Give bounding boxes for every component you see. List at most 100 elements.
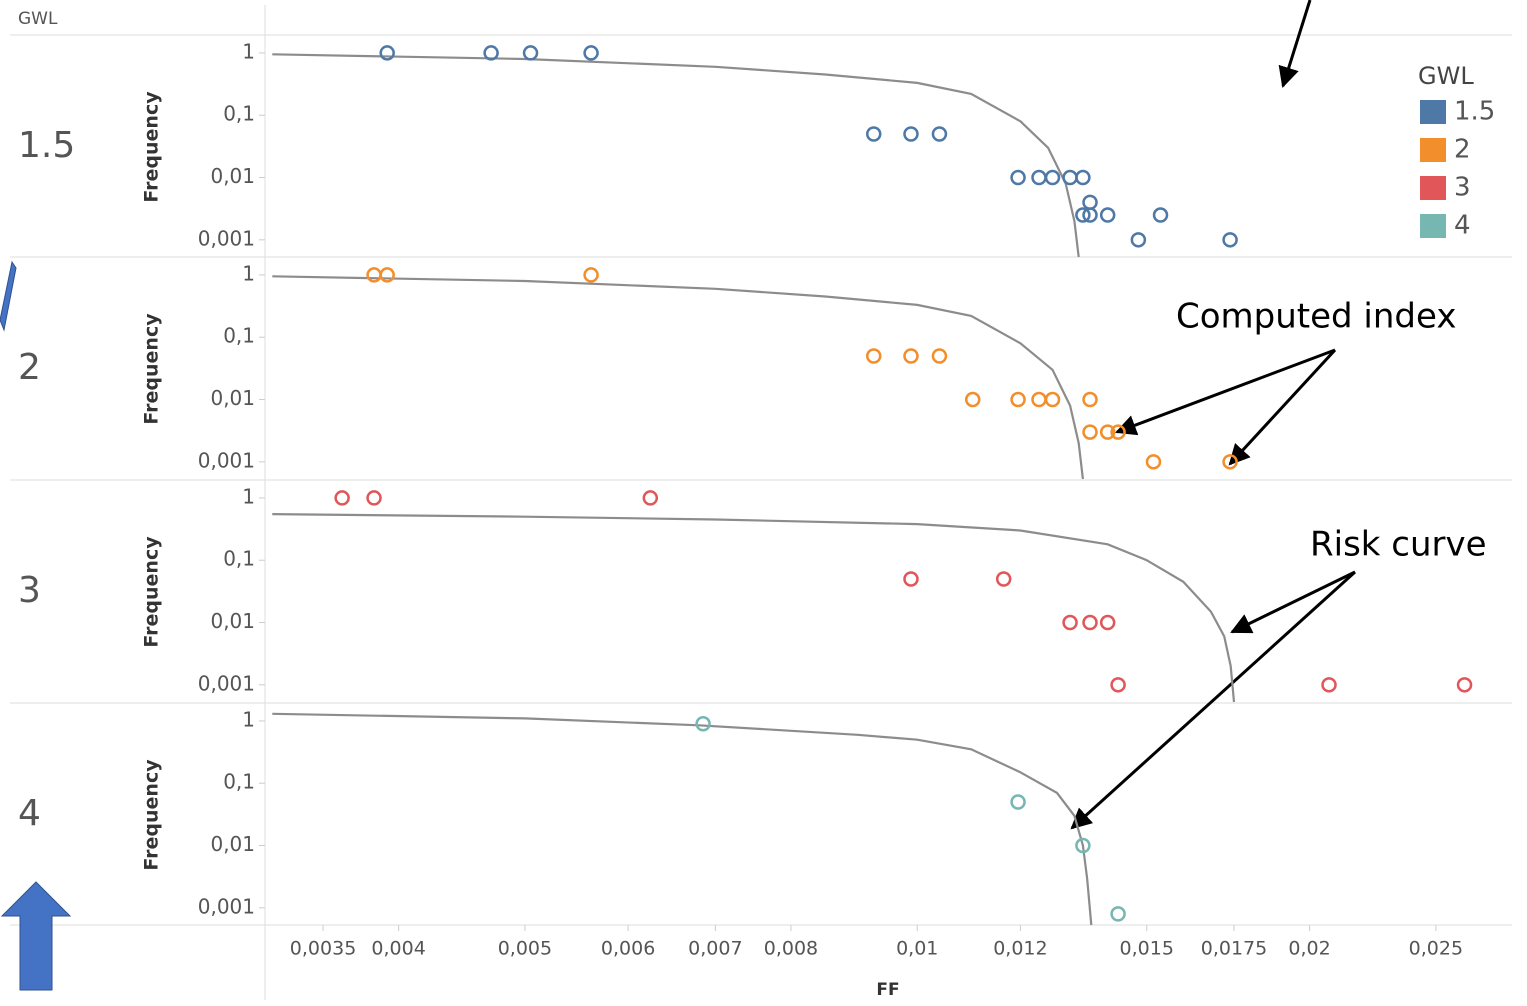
data-point [931,348,948,364]
data-point [865,126,882,142]
data-point [1031,169,1047,186]
y-tick-label: 0,001 [198,671,255,695]
risk-curve [272,53,1080,258]
legend-label: 4 [1454,211,1471,241]
data-point [1145,454,1162,470]
data-point [1082,614,1098,631]
data-point [1062,614,1078,631]
y-axis-label: Frequency [141,91,163,203]
y-tick-label: 0,1 [223,324,255,348]
facet-header: GWL [18,9,58,29]
x-tick-label: 0,007 [688,938,742,960]
data-point [995,571,1012,587]
data-point [334,490,350,506]
data-point [695,716,711,732]
data-point [1044,391,1061,408]
data-point [1110,424,1126,440]
legend-swatch [1420,214,1446,238]
data-point [1010,794,1026,810]
data-point [903,348,919,364]
legend-swatch [1420,176,1446,200]
y-tick-label: 0,01 [210,832,255,856]
y-tick-label: 1 [242,707,255,731]
annotation-arrows [1070,0,1357,830]
y-axis-label: Frequency [141,536,163,648]
x-tick-label: 0,015 [1120,938,1174,960]
y-tick-label: 0,01 [210,386,255,410]
x-tick-label: 0,006 [601,938,655,960]
data-point [903,571,919,587]
data-point [366,490,382,506]
x-tick-label: 0,01 [896,938,938,960]
data-point [1130,232,1147,248]
data-point [1075,169,1091,186]
y-tick-label: 1 [242,484,255,508]
x-tick-label: 0,025 [1409,938,1463,960]
y-tick-label: 0,001 [198,448,255,472]
legend-swatch [1420,138,1446,162]
y-tick-label: 1 [242,39,255,63]
data-point [642,490,659,506]
data-point [1222,232,1238,248]
y-tick-label: 0,01 [210,164,255,188]
x-tick-label: 0,0035 [290,938,356,960]
data-point [1099,614,1116,631]
x-axis-label: FF [876,980,899,1000]
facet-label: 1.5 [18,125,75,166]
data-point [903,126,919,142]
data-point [1082,391,1098,408]
data-point [1031,391,1047,408]
risk-curve [272,275,1084,480]
legend-swatch [1420,100,1446,124]
x-tick-label: 0,004 [371,938,425,960]
y-tick-label: 0,001 [198,894,255,918]
y-tick-label: 0,01 [210,609,255,633]
data-point [865,348,882,364]
y-tick-label: 0,001 [198,226,255,250]
data-point [1082,424,1098,440]
data-point [1082,207,1098,223]
risk-curve [272,712,1093,926]
data-point [522,45,539,61]
data-point [1110,677,1126,693]
data-point [1222,454,1238,470]
data-point [1010,169,1026,186]
x-tick-label: 0,012 [993,938,1047,960]
data-point [583,267,599,283]
data-point [1110,906,1126,922]
y-tick-label: 0,1 [223,547,255,571]
data-point [1062,169,1078,186]
legend-label: 3 [1454,173,1471,203]
blue-arrow [0,260,17,332]
blue-arrow [0,881,72,991]
data-point [379,45,395,61]
y-tick-label: 1 [242,261,255,285]
x-tick-label: 0,008 [764,938,818,960]
data-point [1321,677,1337,693]
data-point [1010,391,1026,408]
data-point [1044,169,1061,186]
y-tick-label: 0,1 [223,770,255,794]
data-point [483,45,499,61]
data-point [1082,194,1098,211]
facet-label: 3 [18,570,41,611]
legend-title: GWL [1418,62,1474,90]
annotation: Computed index [1176,297,1456,337]
data-point [931,126,948,142]
y-tick-label: 0,1 [223,102,255,126]
data-point [964,391,981,408]
data-point [583,45,599,61]
data-point [1075,837,1091,854]
y-axis-label: Frequency [141,759,163,871]
data-point [366,267,382,283]
data-point [1456,677,1473,693]
x-tick-label: 0,005 [498,938,552,960]
annotation: Risk curve [1310,525,1487,565]
data-point [1099,424,1116,440]
y-axis-label: Frequency [141,313,163,425]
facet-label: 2 [18,347,41,388]
risk-curve [272,513,1236,703]
facet-label: 4 [18,793,41,834]
x-tick-label: 0,02 [1288,938,1330,960]
